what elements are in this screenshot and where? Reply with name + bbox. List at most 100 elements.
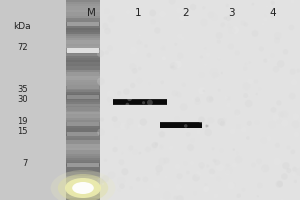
Circle shape xyxy=(232,148,235,151)
Circle shape xyxy=(133,150,137,154)
Circle shape xyxy=(220,22,225,27)
Bar xyxy=(66,138,100,140)
Circle shape xyxy=(192,174,200,182)
Circle shape xyxy=(142,157,144,159)
Circle shape xyxy=(281,173,288,180)
Bar xyxy=(66,70,100,72)
Bar xyxy=(66,34,100,36)
Circle shape xyxy=(275,180,283,188)
Circle shape xyxy=(140,118,147,126)
Circle shape xyxy=(292,173,295,176)
Circle shape xyxy=(146,53,151,58)
Circle shape xyxy=(112,147,118,152)
Bar xyxy=(66,50,100,52)
Circle shape xyxy=(114,136,118,140)
Circle shape xyxy=(155,165,163,172)
Circle shape xyxy=(214,155,217,159)
Bar xyxy=(67,22,99,26)
Bar xyxy=(66,22,100,24)
Circle shape xyxy=(257,195,259,197)
Bar xyxy=(66,46,100,48)
Circle shape xyxy=(176,8,182,13)
Bar xyxy=(66,80,100,82)
Circle shape xyxy=(175,184,182,191)
Bar xyxy=(67,72,99,76)
Circle shape xyxy=(178,146,184,151)
Circle shape xyxy=(112,116,118,122)
Bar xyxy=(113,99,167,105)
Text: 30: 30 xyxy=(17,95,28,104)
Circle shape xyxy=(127,118,134,125)
Circle shape xyxy=(167,145,172,150)
Circle shape xyxy=(268,167,276,175)
Bar xyxy=(66,198,100,200)
Bar xyxy=(113,104,167,105)
Bar xyxy=(66,176,100,178)
Circle shape xyxy=(236,113,240,117)
Bar xyxy=(66,186,100,188)
Bar xyxy=(100,0,300,200)
Circle shape xyxy=(137,40,141,44)
Circle shape xyxy=(272,49,278,54)
Circle shape xyxy=(186,132,190,137)
Circle shape xyxy=(114,121,121,128)
Circle shape xyxy=(97,50,104,57)
Bar xyxy=(66,154,100,156)
Circle shape xyxy=(137,124,141,128)
Circle shape xyxy=(242,82,250,90)
Bar xyxy=(66,120,100,122)
Bar xyxy=(66,106,100,108)
Circle shape xyxy=(264,15,266,17)
Circle shape xyxy=(140,42,143,45)
Circle shape xyxy=(249,61,251,64)
Circle shape xyxy=(107,45,113,51)
Circle shape xyxy=(190,138,195,142)
Ellipse shape xyxy=(51,170,116,200)
Circle shape xyxy=(149,9,156,16)
Circle shape xyxy=(274,32,281,39)
Circle shape xyxy=(235,167,237,170)
Circle shape xyxy=(186,171,190,174)
Circle shape xyxy=(179,15,185,21)
Circle shape xyxy=(268,121,276,128)
Circle shape xyxy=(179,85,182,89)
Bar xyxy=(66,40,100,42)
Circle shape xyxy=(176,173,183,179)
Text: 35: 35 xyxy=(17,86,28,95)
Bar xyxy=(113,99,167,100)
Circle shape xyxy=(251,163,256,167)
Circle shape xyxy=(281,110,288,118)
Bar xyxy=(67,122,99,126)
Circle shape xyxy=(258,88,261,90)
Circle shape xyxy=(271,107,276,113)
Circle shape xyxy=(279,101,286,108)
Bar xyxy=(66,94,100,96)
Circle shape xyxy=(224,96,228,100)
Circle shape xyxy=(261,168,265,171)
Circle shape xyxy=(230,129,236,134)
Circle shape xyxy=(174,116,180,122)
Circle shape xyxy=(273,66,279,73)
Circle shape xyxy=(108,172,115,179)
Circle shape xyxy=(177,33,183,39)
Circle shape xyxy=(167,107,171,111)
Bar xyxy=(66,100,100,102)
Circle shape xyxy=(121,168,128,175)
Circle shape xyxy=(244,22,248,27)
Bar xyxy=(66,2,100,4)
Text: 72: 72 xyxy=(17,44,28,52)
Circle shape xyxy=(174,60,182,68)
Bar xyxy=(66,104,100,106)
Bar xyxy=(66,14,100,16)
Bar xyxy=(66,172,100,174)
Bar xyxy=(66,92,100,94)
Bar xyxy=(66,54,100,56)
Circle shape xyxy=(262,22,265,25)
Circle shape xyxy=(286,168,291,173)
Bar xyxy=(0,0,66,200)
Bar xyxy=(66,116,100,118)
Bar xyxy=(66,124,100,126)
Circle shape xyxy=(196,129,201,134)
Circle shape xyxy=(286,146,290,149)
Circle shape xyxy=(204,63,207,66)
